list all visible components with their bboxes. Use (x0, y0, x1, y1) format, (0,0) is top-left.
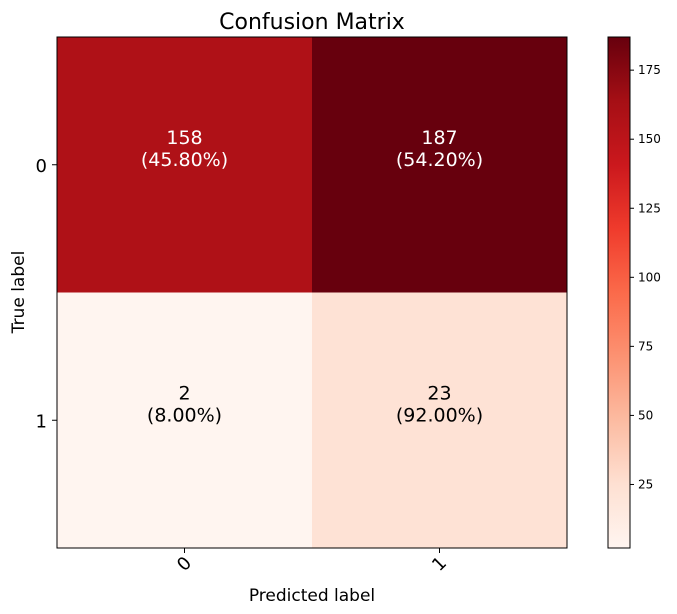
chart-title: Confusion Matrix (219, 10, 405, 35)
cell-percent-label: (54.20%) (396, 149, 483, 171)
colorbar-frame (607, 36, 631, 549)
heatmap-cell-0-1 (312, 37, 567, 293)
heatmap-cell-1-0 (57, 292, 312, 548)
heatmap-cell-1-1 (312, 292, 567, 548)
colorbar: 25 50 75 100 125 150 175 (607, 36, 661, 549)
plot-frame (56, 36, 568, 549)
y-tick-label: 0 (36, 156, 47, 177)
cell-count-label: 187 (421, 127, 457, 149)
heatmap-cell-0-0 (57, 37, 312, 293)
cell-percent-label: (45.80%) (141, 149, 228, 171)
colorbar-ticks: 25 50 75 100 125 150 175 (630, 63, 661, 491)
cell-count-label: 2 (178, 382, 190, 404)
colorbar-tick-label: 75 (638, 339, 653, 353)
cell-percent-label: (92.00%) (396, 404, 483, 426)
y-axis-label: True label (9, 251, 29, 335)
colorbar-tick-label: 50 (638, 408, 653, 422)
colorbar-tick-label: 25 (638, 477, 653, 491)
colorbar-tick-label: 175 (638, 63, 661, 77)
x-tick-label: 0 (173, 553, 196, 576)
cell-count-label: 23 (427, 382, 451, 404)
cell-percent-label: (8.00%) (147, 404, 222, 426)
colorbar-tick-label: 150 (638, 132, 661, 146)
colorbar-gradient (608, 37, 630, 548)
x-tick-label: 1 (428, 553, 451, 576)
y-tick-label: 1 (36, 411, 47, 432)
colorbar-tick-label: 125 (638, 201, 661, 215)
heatmap-cell-labels: 158(45.80%) 187(54.20%) 2(8.00%) 23(92.00%) (141, 127, 483, 427)
heatmap-cells (57, 37, 567, 548)
y-axis-ticks: 01 (36, 156, 57, 432)
cell-count-label: 158 (166, 127, 202, 149)
x-axis-label: Predicted label (249, 586, 375, 606)
colorbar-tick-label: 100 (638, 270, 661, 284)
